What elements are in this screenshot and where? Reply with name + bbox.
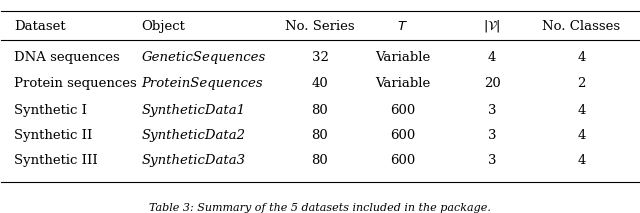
Text: Table 3: Summary of the 5 datasets included in the package.: Table 3: Summary of the 5 datasets inclu… (149, 203, 491, 213)
Text: 4: 4 (488, 50, 496, 63)
Text: SyntheticData3: SyntheticData3 (141, 154, 246, 167)
Text: 3: 3 (488, 104, 496, 117)
Text: ProteinSequences: ProteinSequences (141, 78, 263, 91)
Text: 600: 600 (390, 104, 415, 117)
Text: 3: 3 (488, 129, 496, 142)
Text: Variable: Variable (375, 50, 431, 63)
Text: 2: 2 (577, 78, 586, 91)
Text: $T$: $T$ (397, 20, 408, 33)
Text: 600: 600 (390, 154, 415, 167)
Text: SyntheticData1: SyntheticData1 (141, 104, 246, 117)
Text: 32: 32 (312, 50, 328, 63)
Text: 20: 20 (484, 78, 500, 91)
Text: SyntheticData2: SyntheticData2 (141, 129, 246, 142)
Text: Variable: Variable (375, 78, 431, 91)
Text: 4: 4 (577, 129, 586, 142)
Text: No. Classes: No. Classes (542, 20, 620, 33)
Text: 80: 80 (312, 129, 328, 142)
Text: Synthetic III: Synthetic III (14, 154, 98, 167)
Text: Dataset: Dataset (14, 20, 66, 33)
Text: Synthetic I: Synthetic I (14, 104, 87, 117)
Text: GeneticSequences: GeneticSequences (141, 50, 266, 63)
Text: $|\mathcal{V}|$: $|\mathcal{V}|$ (483, 18, 501, 34)
Text: No. Series: No. Series (285, 20, 355, 33)
Text: Object: Object (141, 20, 186, 33)
Text: 4: 4 (577, 154, 586, 167)
Text: 600: 600 (390, 129, 415, 142)
Text: Synthetic II: Synthetic II (14, 129, 93, 142)
Text: 4: 4 (577, 50, 586, 63)
Text: Protein sequences: Protein sequences (14, 78, 137, 91)
Text: 80: 80 (312, 104, 328, 117)
Text: 4: 4 (577, 104, 586, 117)
Text: DNA sequences: DNA sequences (14, 50, 120, 63)
Text: 40: 40 (312, 78, 328, 91)
Text: 80: 80 (312, 154, 328, 167)
Text: 3: 3 (488, 154, 496, 167)
